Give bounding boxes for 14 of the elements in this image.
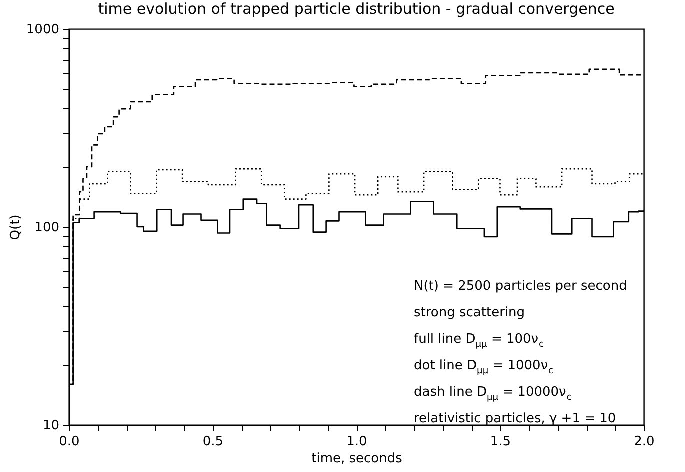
x-tick-label: 1.0 (346, 434, 368, 450)
y-tick-label: 1000 (26, 22, 60, 38)
x-tick-label: 2.0 (634, 434, 655, 450)
x-tick-label: 0.0 (59, 434, 80, 450)
y-tick-label: 100 (34, 220, 60, 236)
x-tick-label: 1.5 (490, 434, 512, 450)
x-axis-title: time, seconds (312, 452, 403, 466)
x-tick-label: 0.5 (202, 434, 224, 450)
annotation: strong scattering (414, 306, 526, 320)
annotation: relativistic particles, γ +1 = 10 (414, 412, 616, 426)
annotation: N(t) = 2500 particles per second (414, 279, 628, 294)
chart-title: time evolution of trapped particle distribution - gradual convergence (98, 0, 615, 18)
y-tick-label: 10 (42, 418, 60, 434)
y-axis-title: Q(t) (8, 214, 24, 240)
